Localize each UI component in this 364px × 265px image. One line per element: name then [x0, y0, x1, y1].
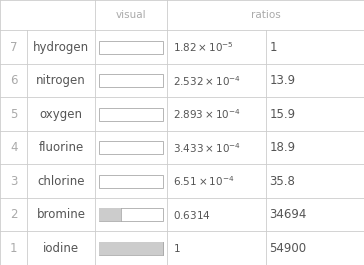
Text: $1.82\times10^{-5}$: $1.82\times10^{-5}$ [173, 40, 234, 54]
Text: ratios: ratios [251, 10, 281, 20]
Bar [99, 108, 163, 121]
Text: 1: 1 [10, 242, 17, 255]
Text: 2: 2 [10, 208, 17, 221]
Bar [99, 241, 163, 255]
Text: bromine: bromine [36, 208, 86, 221]
Text: iodine: iodine [43, 242, 79, 255]
Bar [99, 208, 163, 222]
Text: 6: 6 [10, 74, 17, 87]
Text: 1: 1 [269, 41, 277, 54]
Bar [99, 41, 163, 54]
Text: $1$: $1$ [173, 242, 181, 254]
Text: $6.51\times10^{-4}$: $6.51\times10^{-4}$ [173, 174, 234, 188]
Bar [99, 175, 163, 188]
Text: visual: visual [116, 10, 146, 20]
Text: 34694: 34694 [269, 208, 307, 221]
Text: $3.433\times10^{-4}$: $3.433\times10^{-4}$ [173, 141, 241, 155]
Text: $0.6314$: $0.6314$ [173, 209, 211, 221]
Text: 13.9: 13.9 [269, 74, 296, 87]
Bar [99, 141, 163, 154]
Bar [99, 208, 122, 222]
Text: 3: 3 [10, 175, 17, 188]
Text: nitrogen: nitrogen [36, 74, 86, 87]
Text: 4: 4 [10, 141, 17, 154]
Text: 18.9: 18.9 [269, 141, 296, 154]
Text: oxygen: oxygen [39, 108, 83, 121]
Text: hydrogen: hydrogen [33, 41, 89, 54]
Text: 7: 7 [10, 41, 17, 54]
Text: $2.893\times10^{-4}$: $2.893\times10^{-4}$ [173, 107, 241, 121]
Text: $2.532\times10^{-4}$: $2.532\times10^{-4}$ [173, 74, 241, 88]
Text: 15.9: 15.9 [269, 108, 296, 121]
Text: 35.8: 35.8 [269, 175, 295, 188]
Text: chlorine: chlorine [37, 175, 85, 188]
Bar [99, 74, 163, 87]
Bar [99, 241, 163, 255]
Text: 5: 5 [10, 108, 17, 121]
Text: fluorine: fluorine [38, 141, 84, 154]
Text: 54900: 54900 [269, 242, 306, 255]
